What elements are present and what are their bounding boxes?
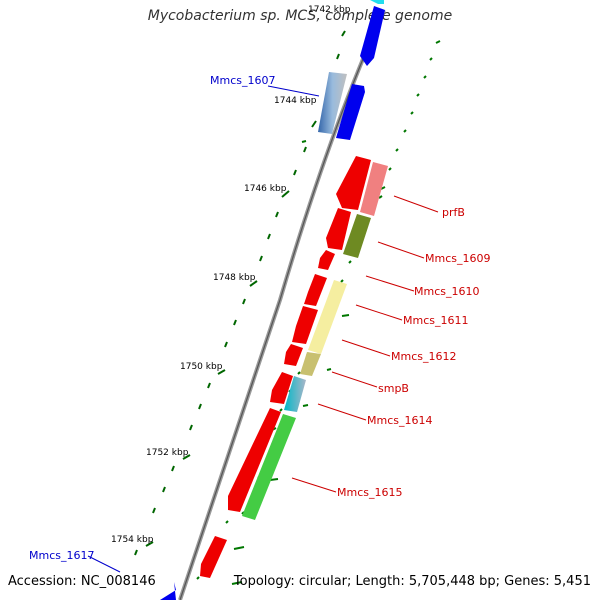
tick-labels: 1742 kbp 1744 kbp 1746 kbp 1748 kbp 1750 kbp…	[111, 5, 351, 545]
feature-smpb-block[interactable]	[284, 376, 306, 412]
gene-mmcs-1616[interactable]	[200, 536, 227, 578]
tick-label: 1754 kbp	[111, 535, 154, 545]
tick-label: 1750 kbp	[180, 362, 223, 372]
feature-prfb-block[interactable]	[360, 162, 388, 216]
accession-text: Accession: NC_008146	[8, 574, 156, 589]
gene-label[interactable]: Mmcs_1609	[425, 252, 490, 265]
gene-mmcs-1617[interactable]	[160, 582, 176, 600]
gene-label[interactable]: Mmcs_1610	[414, 285, 479, 298]
feature-mmcs-1615-block[interactable]	[242, 414, 296, 520]
tick-label: 1744 kbp	[274, 96, 317, 106]
gene-mmcs-1610[interactable]	[304, 274, 327, 306]
gene-label[interactable]: Mmcs_1612	[391, 350, 456, 363]
gene-label[interactable]: Mmcs_1614	[367, 414, 432, 427]
gene-mmcs-1615[interactable]	[228, 408, 281, 512]
gene-smpb[interactable]	[270, 372, 293, 404]
feature-mmcs-1612-block[interactable]	[300, 352, 321, 376]
gene-label[interactable]: Mmcs_1617	[29, 549, 94, 562]
gene-mmcs-1609[interactable]	[326, 208, 351, 250]
leader-lines	[87, 85, 439, 573]
feature-blocks	[242, 162, 388, 520]
forward-genes	[160, 0, 385, 600]
reverse-genes	[200, 156, 371, 578]
gene-label[interactable]: Mmcs_1615	[337, 486, 402, 499]
gene-prfb[interactable]	[336, 156, 371, 210]
feature-mmcs-1611-block[interactable]	[308, 280, 347, 354]
tick-label: 1746 kbp	[244, 184, 287, 194]
gene-labels: Mmcs_1607 prfB Mmcs_1609 Mmcs_1610 Mmcs_1611…	[29, 74, 490, 562]
gene-label[interactable]: Mmcs_1607	[210, 74, 275, 87]
gene-top-cyan[interactable]	[370, 0, 384, 4]
gene-mmcs-1611[interactable]	[292, 306, 318, 344]
genome-summary-text: Topology: circular; Length: 5,705,448 bp…	[233, 574, 591, 589]
gene-label[interactable]: prfB	[442, 206, 465, 219]
feature-mmcs-1609-block[interactable]	[343, 214, 371, 258]
gene-mmcs-1612[interactable]	[284, 344, 303, 366]
tick-label: 1748 kbp	[213, 273, 256, 283]
gene-mmcs-1606[interactable]	[360, 6, 385, 66]
gene-label[interactable]: Mmcs_1611	[403, 314, 468, 327]
gene-mmcs-1607[interactable]	[318, 72, 347, 134]
tick-label: 1752 kbp	[146, 448, 189, 458]
gene-mmcs-1608[interactable]	[336, 84, 365, 140]
gene-label[interactable]: smpB	[378, 382, 409, 395]
gene-mmcs-1610a[interactable]	[318, 250, 335, 270]
tick-label: 1742 kbp	[308, 5, 351, 15]
